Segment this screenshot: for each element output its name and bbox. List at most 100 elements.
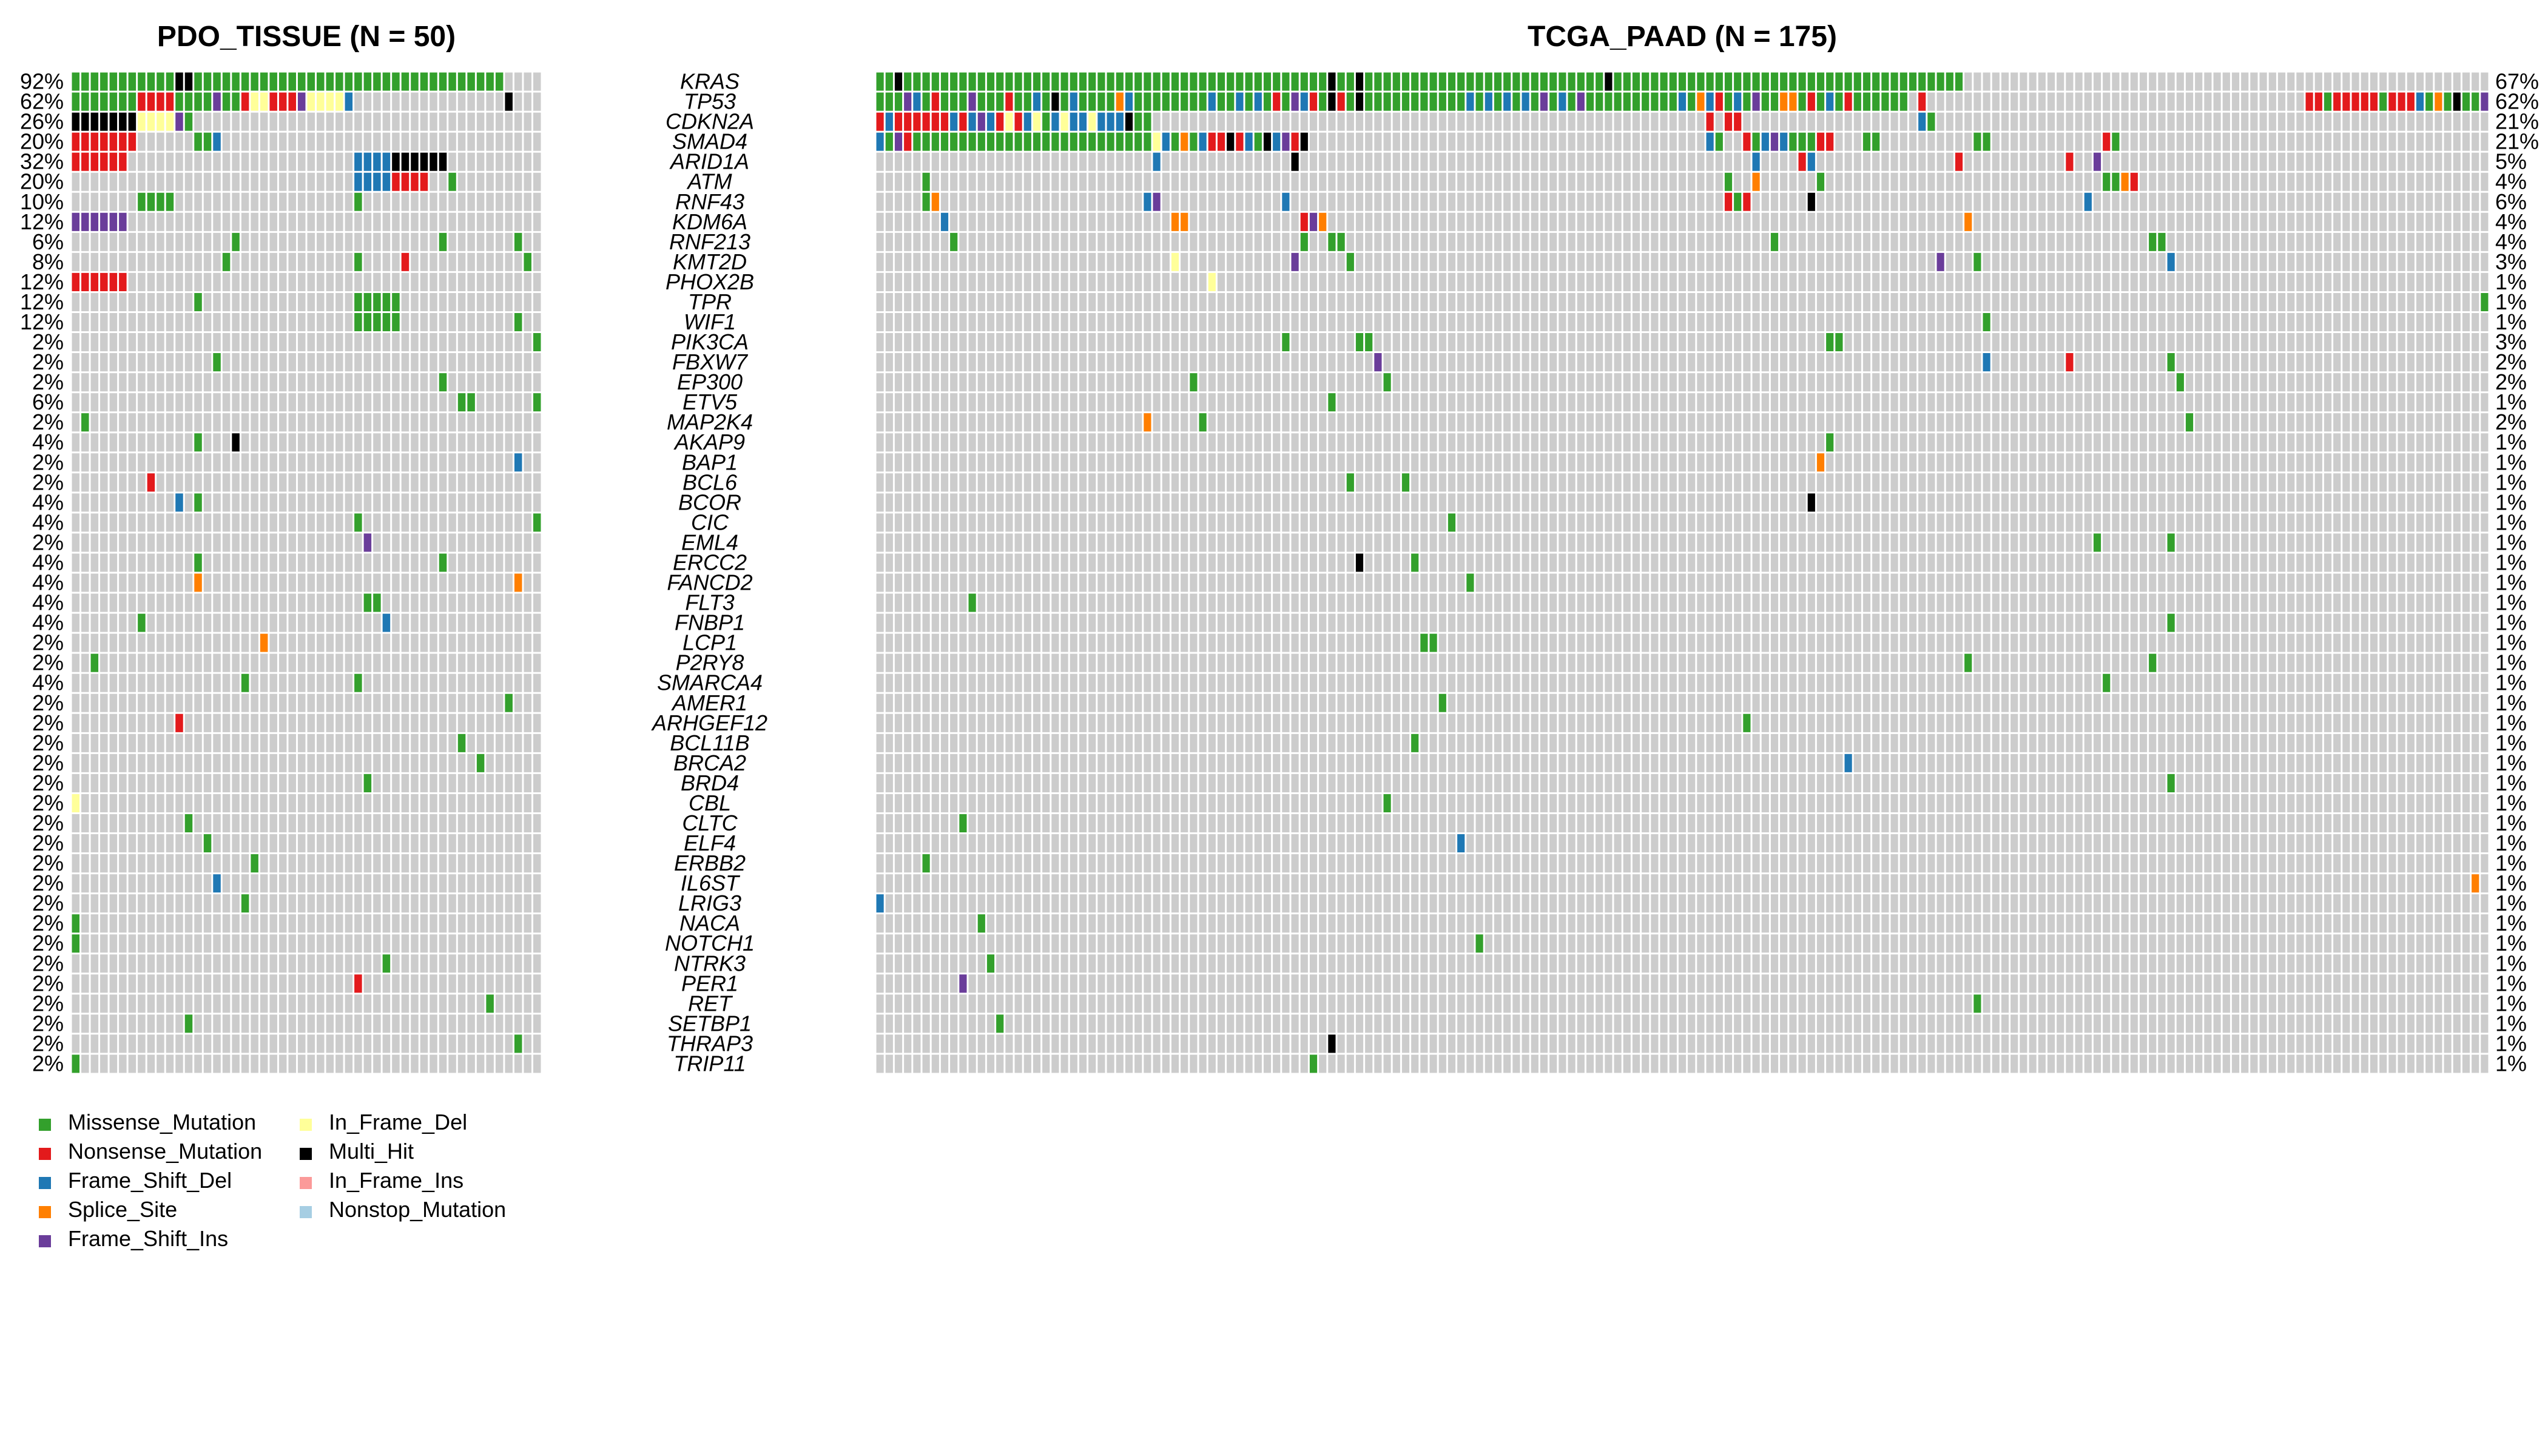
mutation-cell bbox=[353, 673, 363, 693]
mutation-cell bbox=[353, 172, 363, 192]
mutation-cell bbox=[1982, 132, 1992, 152]
mutation-cell bbox=[1502, 72, 1512, 92]
mutation-cell bbox=[1401, 92, 1410, 112]
mutation-cell bbox=[118, 152, 128, 172]
mutation-cell bbox=[410, 152, 420, 172]
mutation-cell bbox=[1936, 252, 1946, 272]
mutation-cell bbox=[1622, 92, 1632, 112]
percent-label: 2% bbox=[32, 851, 64, 875]
legend-swatch bbox=[39, 1177, 51, 1189]
mutation-cell bbox=[1014, 72, 1023, 92]
mutation-cell bbox=[1115, 92, 1125, 112]
mutation-cell bbox=[438, 152, 448, 172]
mutation-cell bbox=[1152, 92, 1162, 112]
mutation-cell bbox=[1705, 72, 1715, 92]
percent-label: 2% bbox=[32, 690, 64, 715]
percent-label: 1% bbox=[2495, 470, 2527, 494]
mutation-cell bbox=[155, 192, 166, 212]
mutation-cell bbox=[885, 112, 894, 132]
gene-label: LRIG3 bbox=[678, 891, 741, 915]
mutation-cell bbox=[1115, 132, 1125, 152]
mutation-cell bbox=[485, 72, 495, 92]
percent-label: 1% bbox=[2495, 831, 2527, 855]
mutation-cell bbox=[1290, 72, 1300, 92]
mutation-cell bbox=[1862, 72, 1872, 92]
mutation-cell bbox=[1751, 92, 1761, 112]
mutation-cell bbox=[1383, 72, 1392, 92]
mutation-cell bbox=[203, 72, 212, 92]
mutation-cell bbox=[931, 92, 940, 112]
mutation-cell bbox=[1078, 112, 1088, 132]
mutation-cell bbox=[1834, 332, 1844, 352]
mutation-cell bbox=[203, 92, 212, 112]
mutation-cell bbox=[1152, 132, 1162, 152]
mutation-cell bbox=[1844, 92, 1853, 112]
mutation-cell bbox=[1327, 1033, 1336, 1054]
mutation-cell bbox=[1770, 232, 1779, 252]
percent-label: 1% bbox=[2495, 1011, 2527, 1036]
mutation-cell bbox=[268, 72, 278, 92]
mutation-cell bbox=[532, 512, 542, 533]
mutation-cell bbox=[931, 132, 940, 152]
gene-label: ERCC2 bbox=[673, 550, 747, 575]
gene-label: IL6ST bbox=[681, 871, 741, 895]
mutation-cell bbox=[504, 693, 514, 713]
mutation-cell bbox=[1069, 112, 1079, 132]
mutation-cell bbox=[2470, 92, 2480, 112]
mutation-cell bbox=[2323, 92, 2333, 112]
mutation-cell bbox=[977, 112, 986, 132]
mutation-cell bbox=[1087, 92, 1097, 112]
mutation-cell bbox=[1733, 192, 1742, 212]
mutation-cell bbox=[353, 72, 363, 92]
mutation-cell bbox=[940, 92, 949, 112]
mutation-cell bbox=[382, 312, 391, 332]
mutation-cell bbox=[193, 552, 203, 573]
mutation-cell bbox=[382, 613, 391, 633]
mutation-cell bbox=[1346, 72, 1355, 92]
mutation-cell bbox=[1447, 72, 1457, 92]
mutation-cell bbox=[193, 292, 203, 312]
mutation-cell bbox=[931, 112, 940, 132]
mutation-cell bbox=[1419, 92, 1429, 112]
gene-label: BRD4 bbox=[681, 770, 739, 795]
mutation-cell bbox=[1244, 72, 1254, 92]
mutation-cell bbox=[1336, 232, 1346, 252]
percent-label: 4% bbox=[32, 670, 64, 695]
mutation-cell bbox=[1594, 72, 1604, 92]
mutation-cell bbox=[1751, 72, 1761, 92]
mutation-cell bbox=[372, 593, 382, 613]
mutation-cell bbox=[1880, 92, 1890, 112]
mutation-cell bbox=[90, 132, 99, 152]
mutation-cell bbox=[447, 72, 457, 92]
mutation-cell bbox=[1668, 72, 1678, 92]
mutation-cell bbox=[2111, 132, 2120, 152]
mutation-cell bbox=[146, 72, 156, 92]
mutation-cell bbox=[1521, 92, 1531, 112]
mutation-cell bbox=[325, 92, 335, 112]
mutation-cell bbox=[1807, 152, 1816, 172]
mutation-cell bbox=[1318, 212, 1327, 232]
percent-label: 1% bbox=[2495, 590, 2527, 615]
gene-label: SETBP1 bbox=[668, 1011, 752, 1036]
mutation-cell bbox=[1142, 132, 1152, 152]
mutation-cell bbox=[99, 272, 109, 292]
mutation-cell bbox=[2406, 92, 2416, 112]
mutation-cell bbox=[249, 853, 260, 874]
legend-label: Missense_Mutation bbox=[68, 1110, 256, 1134]
mutation-cell bbox=[1014, 112, 1023, 132]
mutation-cell bbox=[1336, 92, 1346, 112]
mutation-cell bbox=[1539, 92, 1549, 112]
mutation-cell bbox=[922, 192, 931, 212]
mutation-cell bbox=[1465, 573, 1475, 593]
mutation-cell bbox=[1788, 72, 1798, 92]
mutation-cell bbox=[193, 92, 203, 112]
percent-label: 4% bbox=[2495, 229, 2527, 254]
gene-label: RET bbox=[688, 991, 733, 1016]
mutation-cell bbox=[1106, 72, 1116, 92]
mutation-cell bbox=[1401, 72, 1410, 92]
percent-label: 1% bbox=[2495, 750, 2527, 775]
mutation-cell bbox=[1096, 112, 1106, 132]
gene-label: EML4 bbox=[681, 530, 738, 554]
percent-label: 4% bbox=[32, 590, 64, 615]
mutation-cell bbox=[1142, 72, 1152, 92]
